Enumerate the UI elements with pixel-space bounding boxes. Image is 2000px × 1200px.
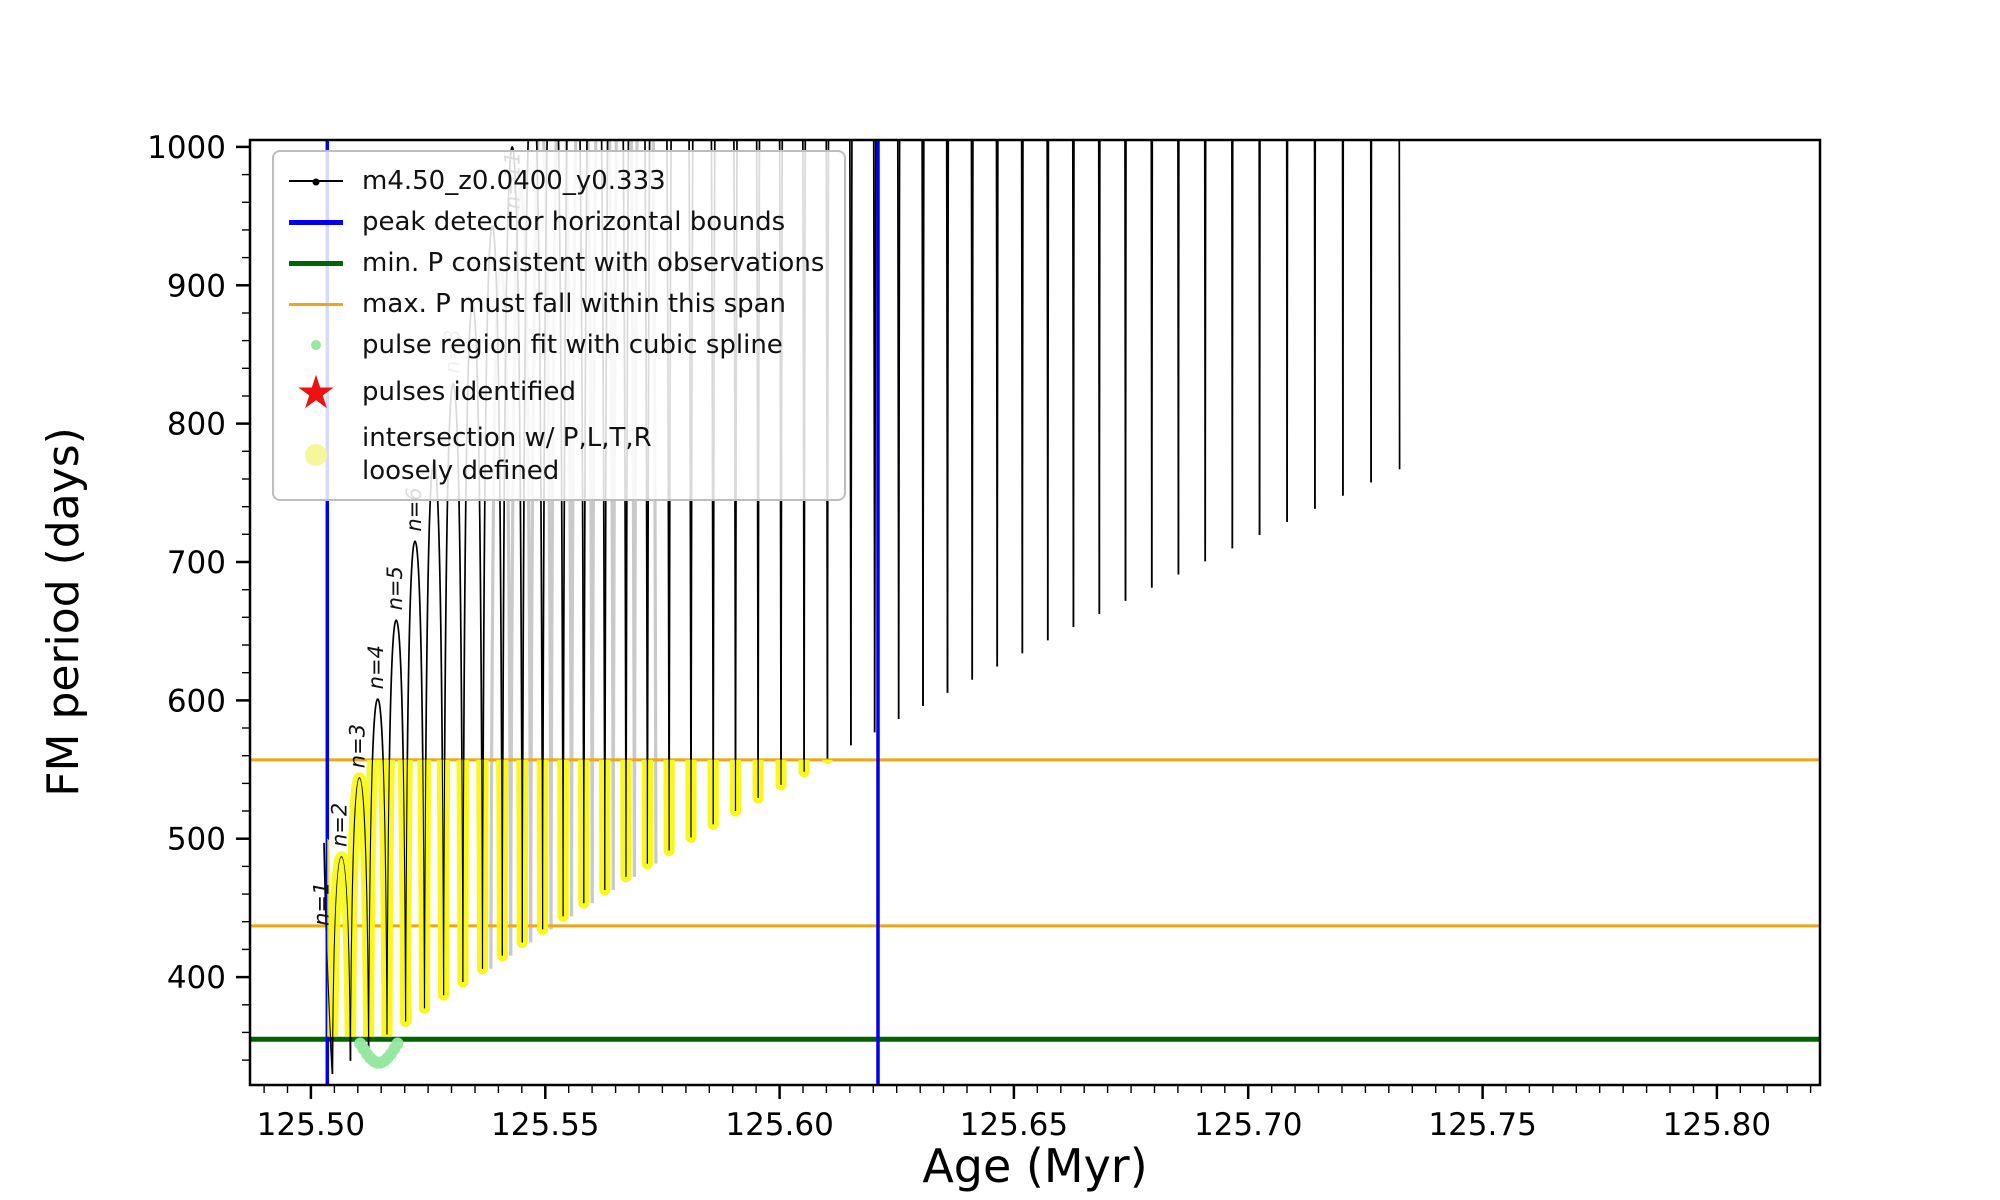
dot-icon xyxy=(286,443,346,466)
axes: 125.50 125.55 125.60 125.65 125.70 125.75 125.… xyxy=(147,130,1822,1143)
legend-item: intersection w/ P,L,T,R loosely defined xyxy=(286,422,824,487)
legend-item: pulse region fit with cubic spline xyxy=(286,328,824,362)
legend-item: min. P consistent with observations xyxy=(286,246,824,280)
line-dot-icon xyxy=(286,178,346,186)
svg-text:125.50: 125.50 xyxy=(257,1107,365,1143)
svg-text:1000: 1000 xyxy=(147,130,226,166)
svg-text:n=5: n=5 xyxy=(383,566,407,610)
legend-item-label: max. P must fall within this span xyxy=(362,288,787,319)
svg-text:n=3: n=3 xyxy=(346,724,370,768)
svg-text:500: 500 xyxy=(167,822,226,858)
track-over-highlight xyxy=(327,759,805,1037)
legend-item-label: m4.50_z0.0400_y0.333 xyxy=(362,165,666,196)
x-axis-label: Age (Myr) xyxy=(922,1139,1147,1193)
y-axis-label: FM period (days) xyxy=(38,427,89,797)
legend-item-label: pulses identified xyxy=(362,376,577,407)
svg-text:n=1: n=1 xyxy=(309,882,333,926)
dot-icon xyxy=(286,340,346,350)
line-icon xyxy=(286,219,346,225)
svg-text:125.55: 125.55 xyxy=(491,1107,599,1143)
legend-item: max. P must fall within this span xyxy=(286,287,824,321)
svg-text:800: 800 xyxy=(167,407,226,443)
legend-item-label: pulse region fit with cubic spline xyxy=(362,329,783,360)
line-icon xyxy=(286,260,346,266)
svg-text:125.65: 125.65 xyxy=(960,1107,1068,1143)
svg-text:125.75: 125.75 xyxy=(1428,1107,1536,1143)
star-icon: ★ xyxy=(295,365,337,419)
svg-text:125.80: 125.80 xyxy=(1663,1107,1771,1143)
svg-text:900: 900 xyxy=(167,268,226,304)
legend-item: m4.50_z0.0400_y0.333 xyxy=(286,164,824,198)
reference-hlines xyxy=(250,758,1820,1042)
svg-text:700: 700 xyxy=(167,545,226,581)
svg-text:600: 600 xyxy=(167,683,226,719)
svg-text:125.70: 125.70 xyxy=(1194,1107,1302,1143)
svg-text:400: 400 xyxy=(167,960,226,996)
legend-item: peak detector horizontal bounds xyxy=(286,205,824,239)
svg-text:n=4: n=4 xyxy=(364,645,388,689)
svg-text:n=2: n=2 xyxy=(327,803,351,847)
legend-item-label: peak detector horizontal bounds xyxy=(362,206,786,237)
legend-item-label: intersection w/ P,L,T,R loosely defined xyxy=(362,423,652,486)
legend-item: ★ pulses identified xyxy=(286,369,824,415)
legend-item-label: min. P consistent with observations xyxy=(362,247,825,278)
spline-fit-points xyxy=(354,1037,404,1069)
line-icon xyxy=(286,302,346,306)
svg-text:125.60: 125.60 xyxy=(725,1107,833,1143)
